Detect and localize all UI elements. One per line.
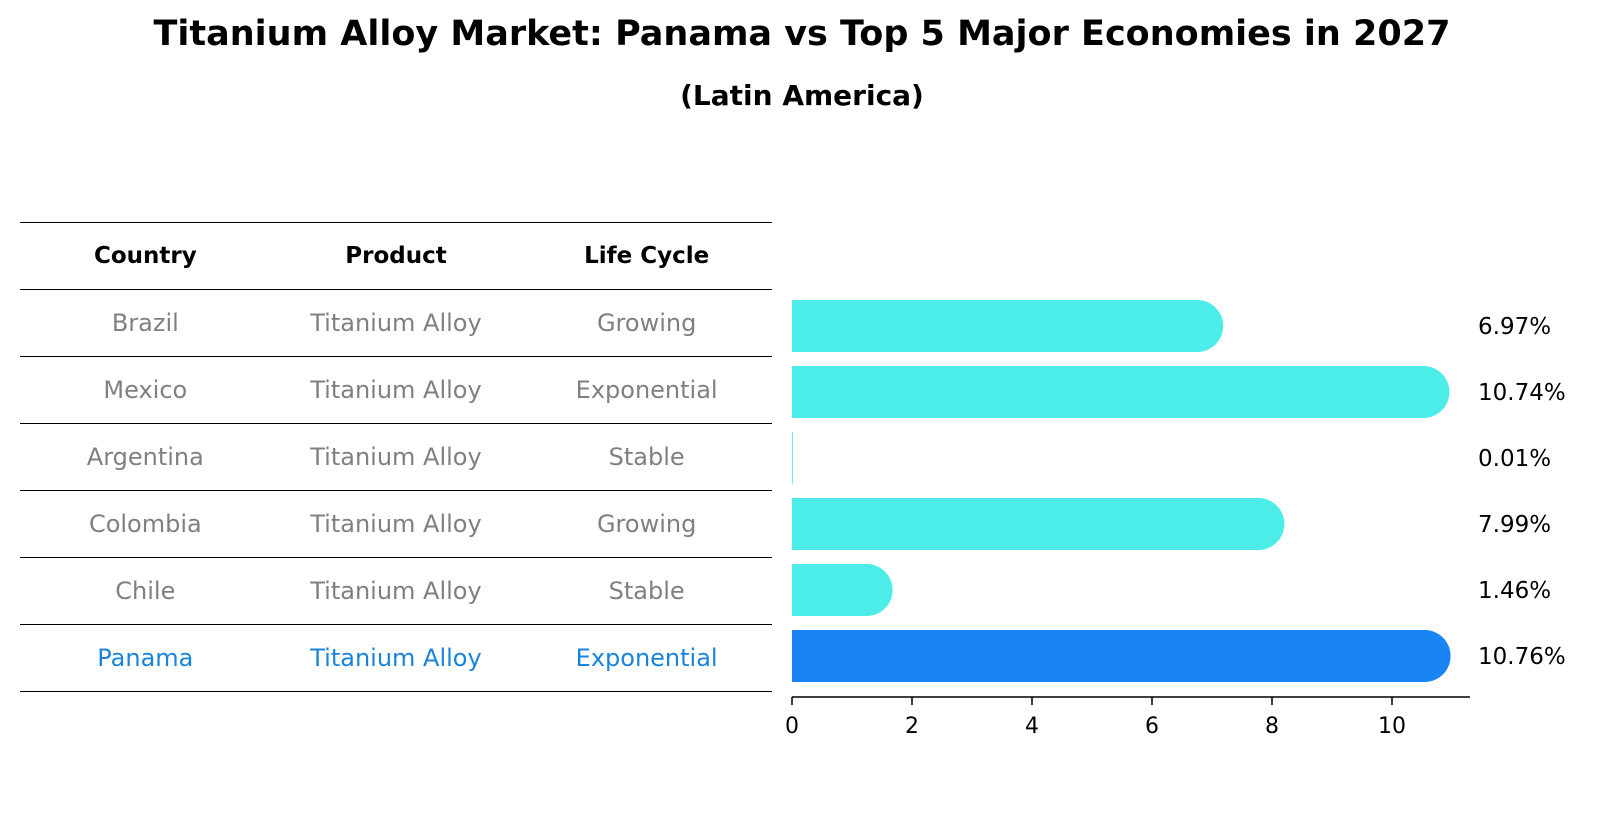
value-label: 1.46%: [1478, 578, 1551, 604]
cell-product: Titanium Alloy: [310, 510, 482, 538]
header-life-cycle: Life Cycle: [584, 243, 710, 269]
cell-product: Titanium Alloy: [310, 376, 482, 404]
cell-life-cycle: Growing: [596, 309, 697, 337]
value-label: 6.97%: [1478, 314, 1551, 340]
country-table: Country Product Life Cycle Brazil Titani…: [20, 222, 772, 692]
bar-mexico: [792, 366, 1450, 418]
value-label: 10.74%: [1478, 380, 1566, 406]
value-label: 10.76%: [1478, 644, 1566, 670]
bar-chile: [792, 564, 893, 616]
cell-product: Titanium Alloy: [310, 443, 482, 471]
cell-country: Chile: [115, 577, 176, 605]
bar-colombia: [792, 498, 1285, 550]
value-label: 7.99%: [1478, 512, 1551, 538]
x-tick-label: 10: [1378, 714, 1406, 739]
x-tick-label: 4: [1025, 714, 1039, 739]
cell-life-cycle: Stable: [608, 443, 685, 471]
x-tick-label: 6: [1145, 714, 1159, 739]
table-row-highlight: Panama Titanium Alloy Exponential: [20, 624, 772, 692]
table-row: Chile Titanium Alloy Stable: [20, 557, 772, 624]
chart-title: Titanium Alloy Market: Panama vs Top 5 M…: [153, 14, 1451, 54]
cell-country: Colombia: [88, 510, 202, 538]
cell-country: Panama: [97, 644, 194, 672]
cell-product: Titanium Alloy: [310, 577, 482, 605]
bar-brazil: [792, 300, 1224, 352]
header-country: Country: [93, 243, 197, 269]
x-tick-label: 8: [1265, 714, 1279, 739]
cell-product: Titanium Alloy: [310, 309, 482, 337]
cell-life-cycle: Growing: [596, 510, 697, 538]
table-row: Mexico Titanium Alloy Exponential: [20, 356, 772, 423]
chart-subtitle: (Latin America): [680, 79, 924, 112]
x-tick-label: 2: [905, 714, 919, 739]
cell-life-cycle: Exponential: [575, 376, 718, 404]
cell-life-cycle: Stable: [608, 577, 685, 605]
cell-country: Brazil: [111, 309, 179, 337]
x-tick-label: 0: [785, 714, 799, 739]
cell-country: Mexico: [103, 376, 188, 404]
table-row: Brazil Titanium Alloy Growing: [20, 289, 772, 356]
bar-panama: [792, 630, 1451, 682]
table-header-row: Country Product Life Cycle: [20, 222, 772, 289]
cell-life-cycle: Exponential: [575, 644, 718, 672]
value-label: 0.01%: [1478, 446, 1551, 472]
table-row: Argentina Titanium Alloy Stable: [20, 423, 772, 490]
header-product: Product: [345, 243, 447, 269]
bar-argentina: [792, 432, 793, 484]
table-row: Colombia Titanium Alloy Growing: [20, 490, 772, 557]
cell-country: Argentina: [86, 443, 204, 471]
cell-product: Titanium Alloy: [310, 644, 482, 672]
